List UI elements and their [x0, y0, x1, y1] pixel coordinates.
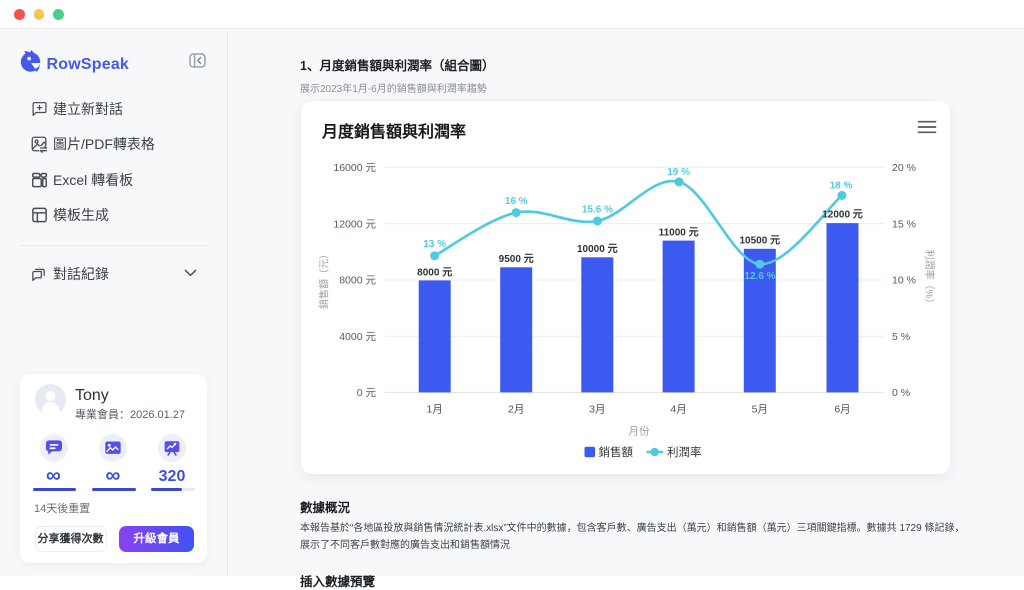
svg-text:19 %: 19 %: [667, 167, 690, 178]
svg-text:16 %: 16 %: [505, 196, 528, 207]
svg-text:10500 元: 10500 元: [740, 235, 781, 247]
svg-text:5 %: 5 %: [892, 331, 910, 343]
svg-text:0 %: 0 %: [892, 387, 910, 399]
svg-text:3月: 3月: [589, 404, 605, 416]
svg-text:13 %: 13 %: [423, 239, 446, 250]
svg-text:利潤率: 利潤率: [667, 445, 702, 459]
svg-text:利潤率（%）: 利潤率（%）: [923, 250, 936, 309]
svg-text:月份: 月份: [629, 426, 650, 438]
svg-text:12000 元: 12000 元: [822, 208, 863, 220]
svg-text:銷售額: 銷售額: [599, 445, 634, 459]
svg-text:9500 元: 9500 元: [499, 253, 534, 265]
svg-text:8000 元: 8000 元: [417, 266, 452, 278]
svg-text:月度銷售額與利潤率: 月度銷售額與利潤率: [321, 122, 466, 141]
svg-text:12000 元: 12000 元: [333, 218, 376, 230]
svg-text:10000 元: 10000 元: [577, 243, 618, 255]
svg-text:8000 元: 8000 元: [339, 275, 376, 287]
svg-text:10 %: 10 %: [892, 275, 916, 287]
svg-text:15 %: 15 %: [892, 218, 916, 230]
svg-text:6月: 6月: [834, 404, 850, 416]
svg-text:4000 元: 4000 元: [339, 331, 376, 343]
svg-text:16000 元: 16000 元: [333, 162, 376, 174]
svg-text:20 %: 20 %: [892, 162, 916, 174]
svg-text:15.6 %: 15.6 %: [582, 205, 613, 216]
svg-text:4月: 4月: [670, 404, 686, 416]
svg-text:12.6 %: 12.6 %: [744, 271, 775, 282]
svg-text:銷售額（元）: 銷售額（元）: [318, 249, 331, 309]
svg-text:18 %: 18 %: [830, 181, 853, 192]
svg-text:5月: 5月: [752, 404, 768, 416]
svg-text:0 元: 0 元: [357, 387, 377, 399]
svg-text:2月: 2月: [508, 404, 524, 416]
svg-text:1月: 1月: [427, 404, 443, 416]
svg-text:11000 元: 11000 元: [659, 226, 699, 238]
